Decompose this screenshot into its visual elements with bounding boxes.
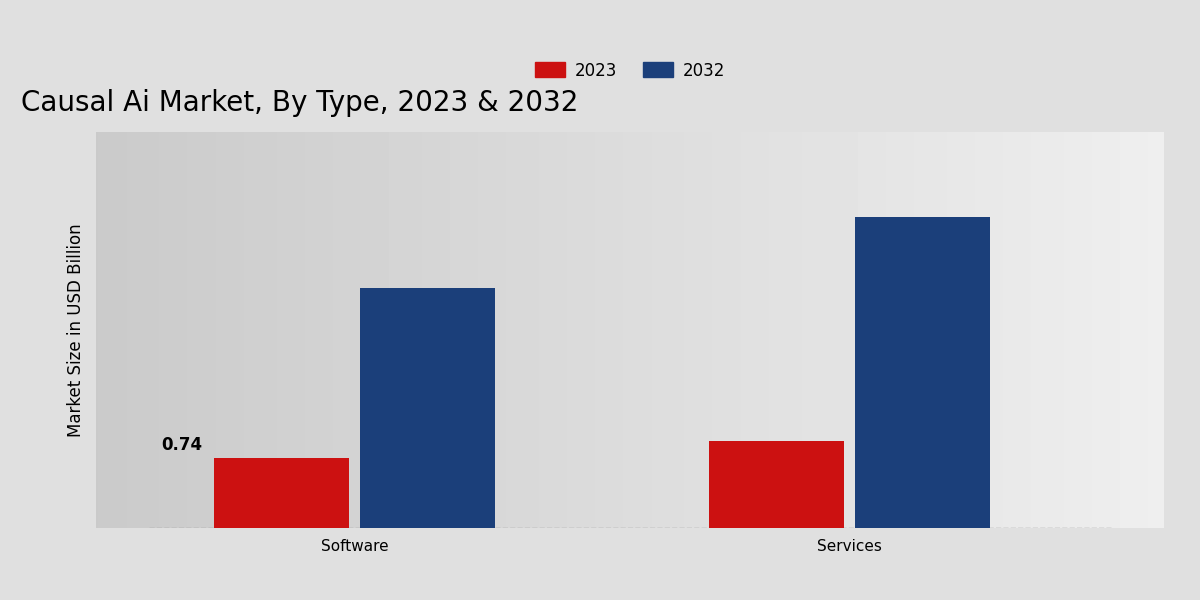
Bar <box>709 441 844 528</box>
Bar <box>360 287 496 528</box>
Bar <box>214 458 349 528</box>
Y-axis label: Market Size in USD Billion: Market Size in USD Billion <box>67 223 85 437</box>
Text: Causal Ai Market, By Type, 2023 & 2032: Causal Ai Market, By Type, 2023 & 2032 <box>22 89 578 117</box>
Text: 0.74: 0.74 <box>162 436 203 454</box>
Bar <box>854 217 990 528</box>
Legend: 2023, 2032: 2023, 2032 <box>527 53 733 88</box>
